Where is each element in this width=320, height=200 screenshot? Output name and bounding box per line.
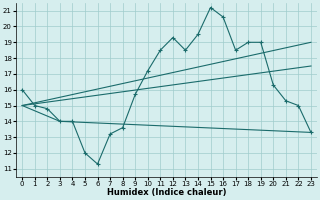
X-axis label: Humidex (Indice chaleur): Humidex (Indice chaleur) [107,188,226,197]
